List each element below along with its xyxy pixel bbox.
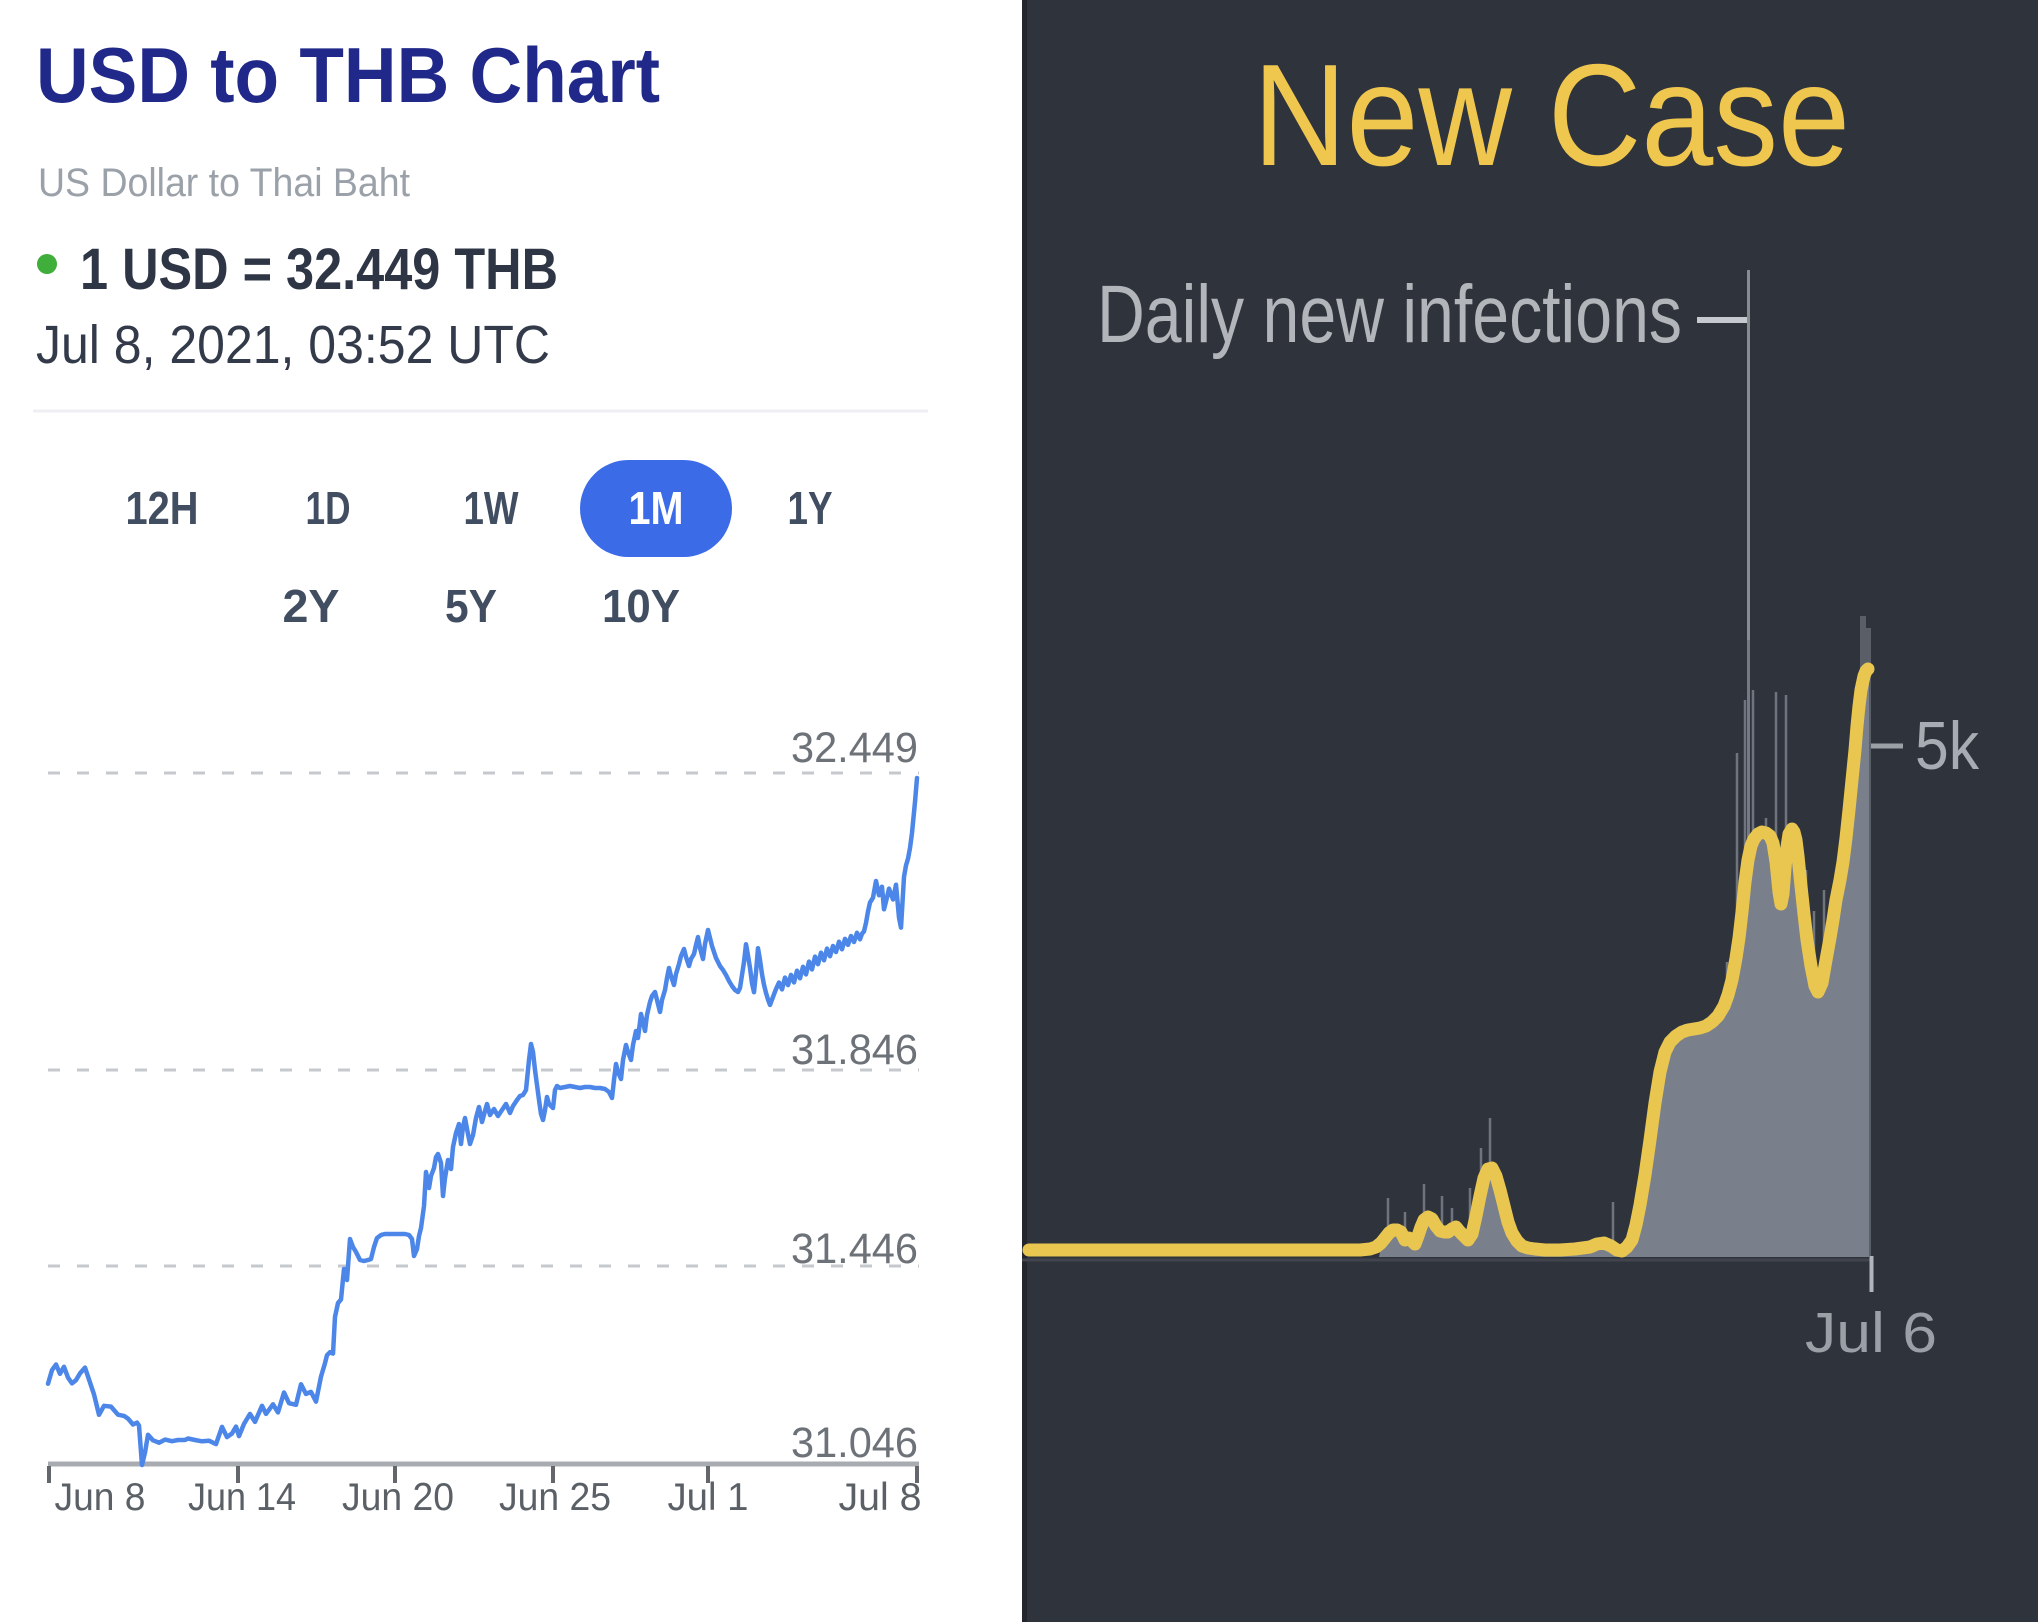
- svg-text:1 USD = 32.449 THB: 1 USD = 32.449 THB: [80, 237, 558, 302]
- svg-text:31.046: 31.046: [791, 1419, 918, 1467]
- svg-text:Jun 25: Jun 25: [499, 1476, 611, 1519]
- svg-text:12H: 12H: [126, 482, 199, 534]
- svg-text:2Y: 2Y: [283, 580, 340, 632]
- svg-text:New Case: New Case: [1253, 34, 1850, 196]
- svg-text:Jul 8, 2021, 03:52 UTC: Jul 8, 2021, 03:52 UTC: [36, 315, 550, 375]
- svg-text:Jun 14: Jun 14: [188, 1476, 296, 1519]
- svg-text:1D: 1D: [306, 482, 351, 534]
- svg-text:Jun 20: Jun 20: [342, 1476, 454, 1519]
- svg-text:Jul 8: Jul 8: [839, 1476, 922, 1519]
- svg-text:USD to THB Chart: USD to THB Chart: [36, 31, 660, 119]
- svg-text:10Y: 10Y: [602, 580, 680, 632]
- svg-text:5k: 5k: [1915, 708, 1980, 784]
- svg-text:32.449: 32.449: [791, 724, 918, 772]
- svg-text:Daily new infections: Daily new infections: [1097, 269, 1682, 360]
- svg-text:31.446: 31.446: [791, 1225, 918, 1273]
- svg-text:5Y: 5Y: [445, 580, 497, 632]
- svg-text:Jul 6: Jul 6: [1805, 1301, 1937, 1365]
- svg-text:Jun 8: Jun 8: [55, 1476, 146, 1519]
- svg-text:1W: 1W: [464, 482, 519, 534]
- svg-text:Jul 1: Jul 1: [668, 1476, 749, 1519]
- svg-text:US Dollar to Thai Baht: US Dollar to Thai Baht: [38, 161, 410, 205]
- svg-text:1M: 1M: [629, 482, 684, 534]
- svg-text:1Y: 1Y: [788, 482, 833, 534]
- svg-text:31.846: 31.846: [791, 1026, 918, 1074]
